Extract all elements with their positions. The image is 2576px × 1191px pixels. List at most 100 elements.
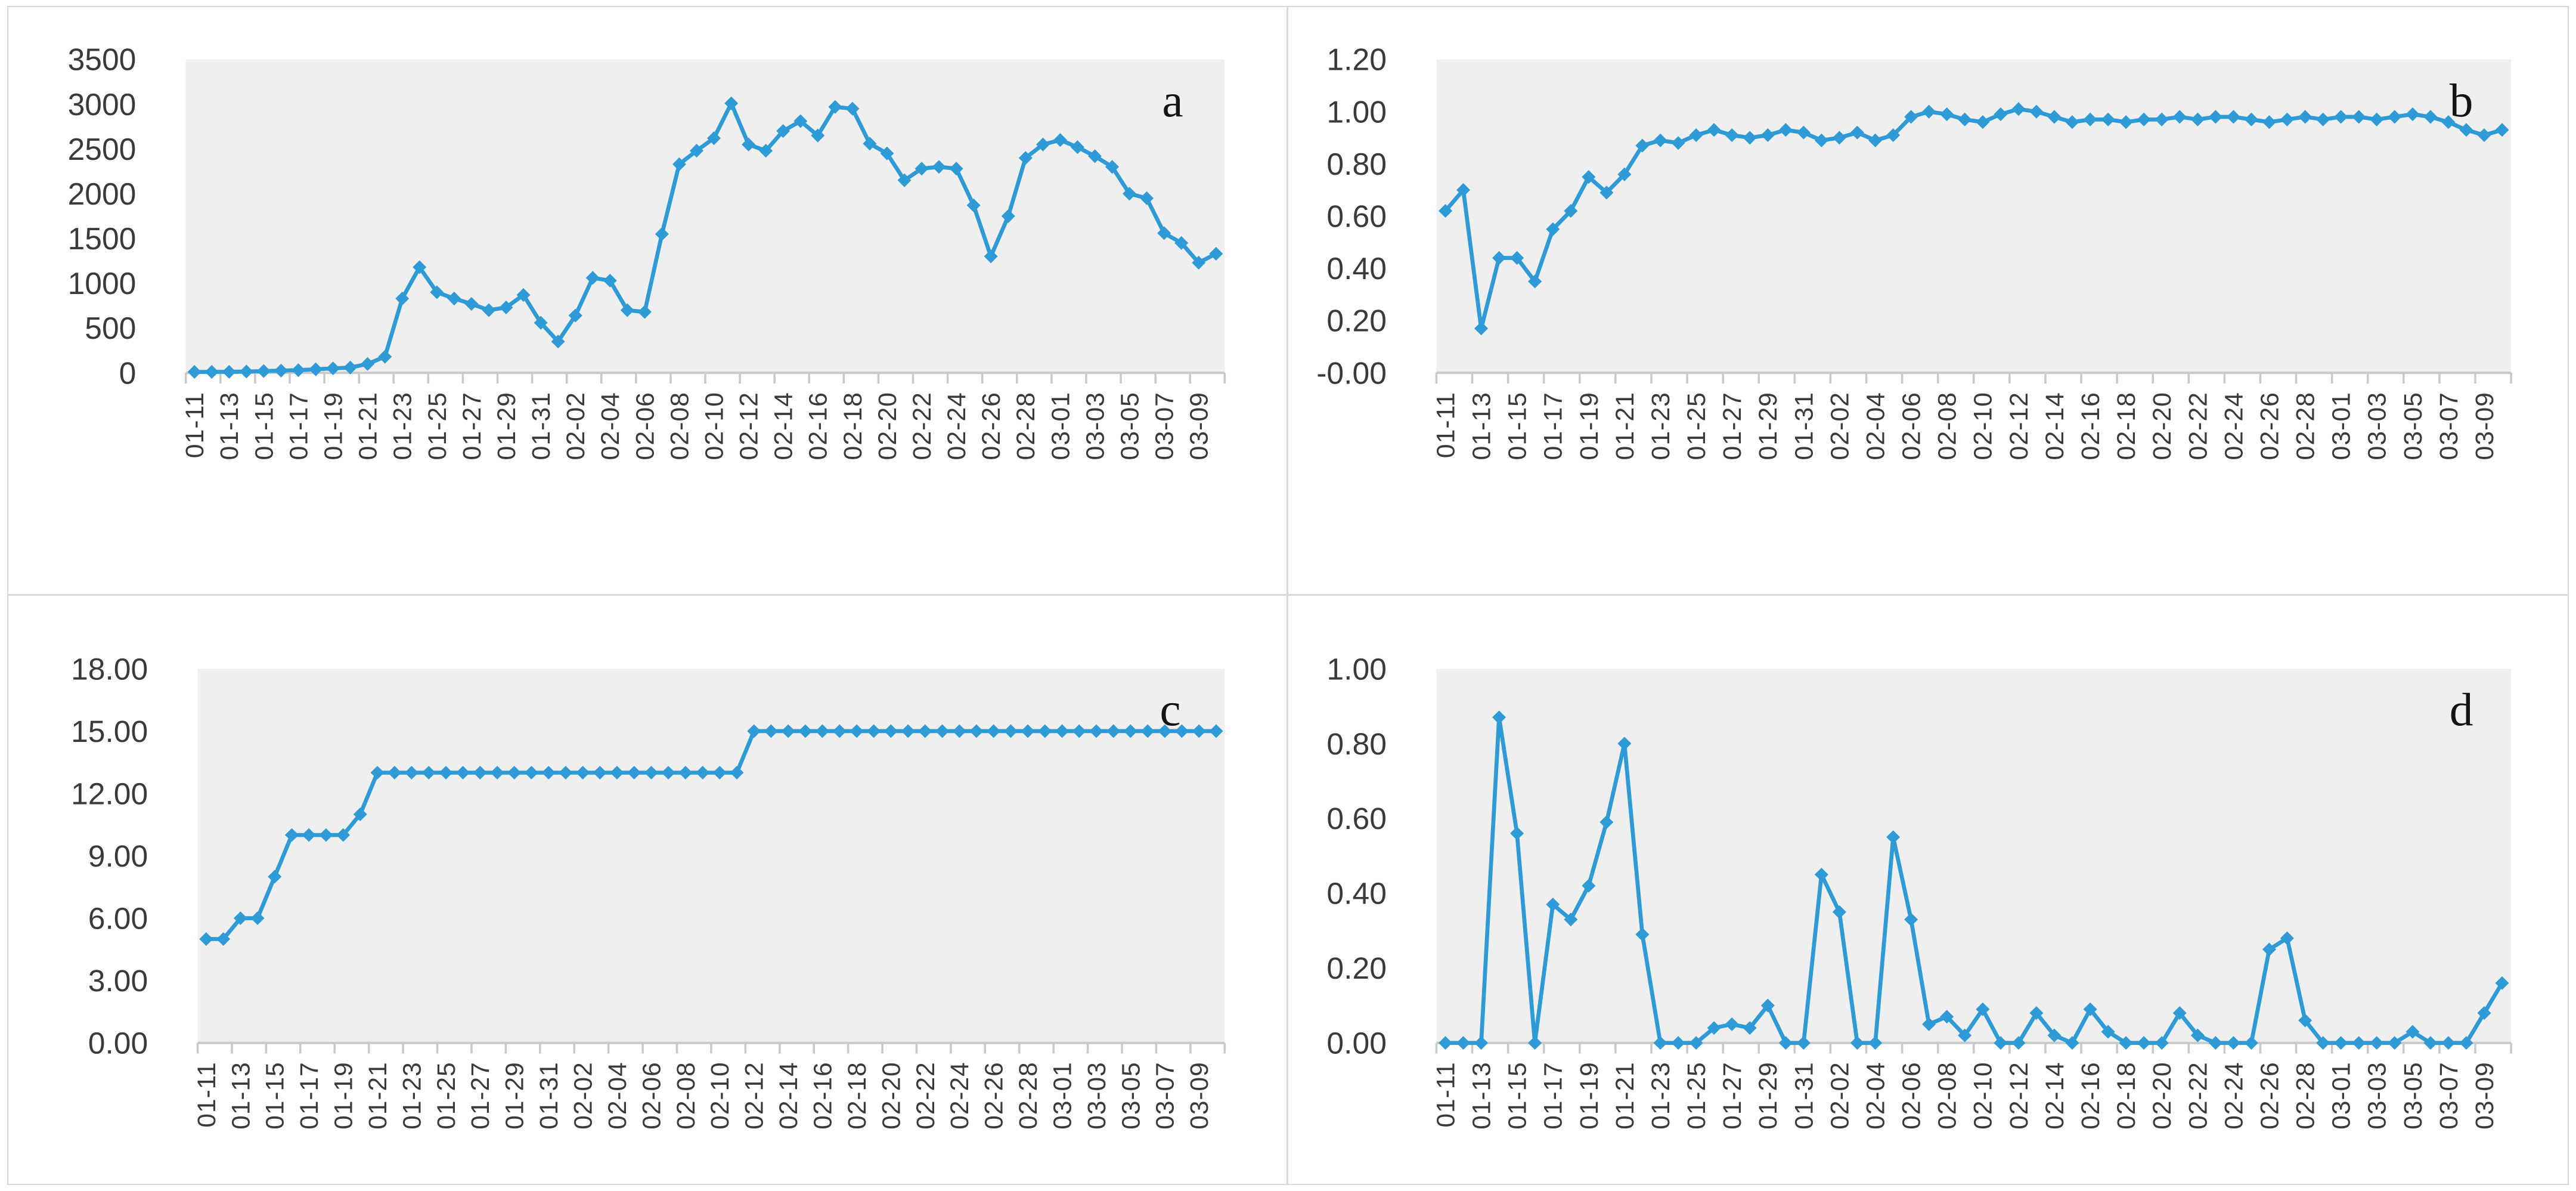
x-axis-label: 02-26 xyxy=(977,392,1006,460)
x-axis-label: 02-12 xyxy=(740,1062,769,1129)
x-axis-label: 01-25 xyxy=(432,1062,461,1129)
x-axis-label: 02-24 xyxy=(2219,392,2248,460)
x-axis-label: 02-14 xyxy=(774,1062,803,1129)
x-axis-label: 01-13 xyxy=(227,1062,255,1129)
x-axis-label: 03-05 xyxy=(2398,392,2427,460)
x-axis-label: 02-28 xyxy=(1014,1062,1043,1129)
x-axis-label: 02-28 xyxy=(2291,1062,2320,1129)
x-axis-label: 02-16 xyxy=(808,1062,837,1129)
x-axis-label: 01-11 xyxy=(1431,1062,1460,1127)
x-axis-label: 02-24 xyxy=(943,392,971,460)
x-axis-label: 02-12 xyxy=(2004,392,2033,460)
x-axis-label: 02-06 xyxy=(637,1062,666,1129)
x-axis-label: 01-17 xyxy=(295,1062,324,1129)
x-axis-label: 02-20 xyxy=(2148,392,2177,460)
x-axis-label: 01-25 xyxy=(1682,392,1711,460)
y-axis-label: 0 xyxy=(119,355,137,390)
panel-letter: c xyxy=(1160,683,1180,736)
y-axis-label: 0.20 xyxy=(1326,304,1387,338)
x-axis-label: 01-15 xyxy=(261,1062,290,1129)
x-axis-label: 03-09 xyxy=(2470,1062,2498,1129)
x-axis-label: 03-03 xyxy=(2363,392,2391,460)
x-axis-label: 02-24 xyxy=(2219,1062,2248,1129)
x-axis-label: 02-28 xyxy=(1012,392,1040,460)
x-axis-label: 01-29 xyxy=(501,1062,529,1129)
x-axis-label: 01-19 xyxy=(329,1062,358,1129)
x-axis-label: 02-02 xyxy=(1825,1062,1854,1129)
x-axis-label: 02-16 xyxy=(2076,1062,2104,1129)
x-axis-label: 02-08 xyxy=(672,1062,700,1129)
x-axis-label: 02-02 xyxy=(569,1062,597,1129)
x-axis-label: 01-29 xyxy=(1754,392,1783,460)
x-axis-label: 03-09 xyxy=(2470,392,2499,460)
y-axis-label: 1.20 xyxy=(1326,42,1387,77)
plot-area xyxy=(1436,668,2511,1043)
x-axis-label: 02-10 xyxy=(700,392,729,460)
x-axis-label: 02-14 xyxy=(770,392,798,460)
x-axis-label: 01-15 xyxy=(1503,1062,1532,1129)
x-axis-label: 01-17 xyxy=(1539,1062,1567,1129)
x-axis-label: 02-10 xyxy=(706,1062,734,1129)
x-axis-label: 02-06 xyxy=(1897,392,1926,460)
x-axis-label: 03-01 xyxy=(2327,392,2355,460)
y-axis-label: 0.40 xyxy=(1326,251,1387,286)
y-axis-label: 3.00 xyxy=(88,963,148,998)
y-axis-label: 1500 xyxy=(68,221,137,256)
plot-area xyxy=(185,59,1225,373)
x-axis-label: 01-29 xyxy=(1754,1062,1783,1129)
x-axis-label: 01-21 xyxy=(354,392,383,460)
x-axis-label: 01-31 xyxy=(1790,392,1818,460)
x-axis-label: 01-27 xyxy=(458,392,486,460)
x-axis-label: 02-08 xyxy=(665,392,694,460)
y-axis-label: 12.00 xyxy=(71,776,148,811)
x-axis-label: 03-07 xyxy=(2434,1062,2463,1129)
x-axis-label: 02-20 xyxy=(877,1062,906,1129)
x-axis-label: 01-15 xyxy=(1503,392,1532,460)
y-axis-label: 3500 xyxy=(68,42,137,77)
x-axis-label: 02-04 xyxy=(596,392,625,460)
x-axis-label: 02-16 xyxy=(2076,392,2105,460)
y-axis-label: 500 xyxy=(85,311,136,345)
x-axis-label: 01-17 xyxy=(284,392,313,460)
y-axis-label: 0.80 xyxy=(1326,726,1387,760)
x-axis-label: 01-17 xyxy=(1539,392,1567,460)
x-axis-label: 01-19 xyxy=(320,392,348,460)
x-axis-label: 01-19 xyxy=(1574,1062,1603,1129)
x-axis-label: 01-23 xyxy=(1646,392,1675,460)
plot-area xyxy=(197,668,1225,1043)
x-axis-label: 01-21 xyxy=(1610,392,1639,460)
x-axis-label: 03-01 xyxy=(1046,392,1075,460)
x-axis-label: 03-03 xyxy=(1083,1062,1111,1129)
x-axis-label: 02-26 xyxy=(2255,392,2284,460)
x-axis-label: 01-23 xyxy=(398,1062,426,1129)
x-axis-label: 02-22 xyxy=(2184,1062,2212,1129)
x-axis-label: 03-05 xyxy=(1117,1062,1145,1129)
x-axis-label: 02-08 xyxy=(1933,1062,1961,1129)
x-axis-label: 02-18 xyxy=(839,392,867,460)
x-axis-label: 02-18 xyxy=(843,1062,872,1129)
x-axis-label: 02-22 xyxy=(912,1062,940,1129)
x-axis-label: 01-15 xyxy=(250,392,278,460)
x-axis-label: 02-10 xyxy=(1969,392,1997,460)
x-axis-label: 02-02 xyxy=(562,392,590,460)
panel-letter: a xyxy=(1162,75,1183,127)
x-axis-label: 01-21 xyxy=(364,1062,392,1129)
x-axis-label: 02-10 xyxy=(1969,1062,1997,1129)
panel-letter: b xyxy=(2449,75,2473,127)
y-axis-label: 18.00 xyxy=(71,651,148,686)
x-axis-label: 01-31 xyxy=(527,392,556,460)
x-axis-label: 01-27 xyxy=(1718,392,1747,460)
x-axis-label: 03-05 xyxy=(2398,1062,2427,1129)
x-axis-label: 01-31 xyxy=(1790,1062,1818,1129)
x-axis-label: 01-23 xyxy=(1646,1062,1675,1129)
x-axis-label: 03-01 xyxy=(1048,1062,1077,1129)
x-axis-label: 02-28 xyxy=(2291,392,2320,460)
x-axis-label: 03-07 xyxy=(1151,392,1179,460)
y-axis-label: 0.40 xyxy=(1326,876,1387,910)
y-axis-label: 0.00 xyxy=(88,1025,148,1060)
x-axis-label: 01-21 xyxy=(1610,1062,1639,1129)
x-axis-label: 02-14 xyxy=(2040,1062,2069,1129)
y-axis-label: 2500 xyxy=(68,132,137,166)
